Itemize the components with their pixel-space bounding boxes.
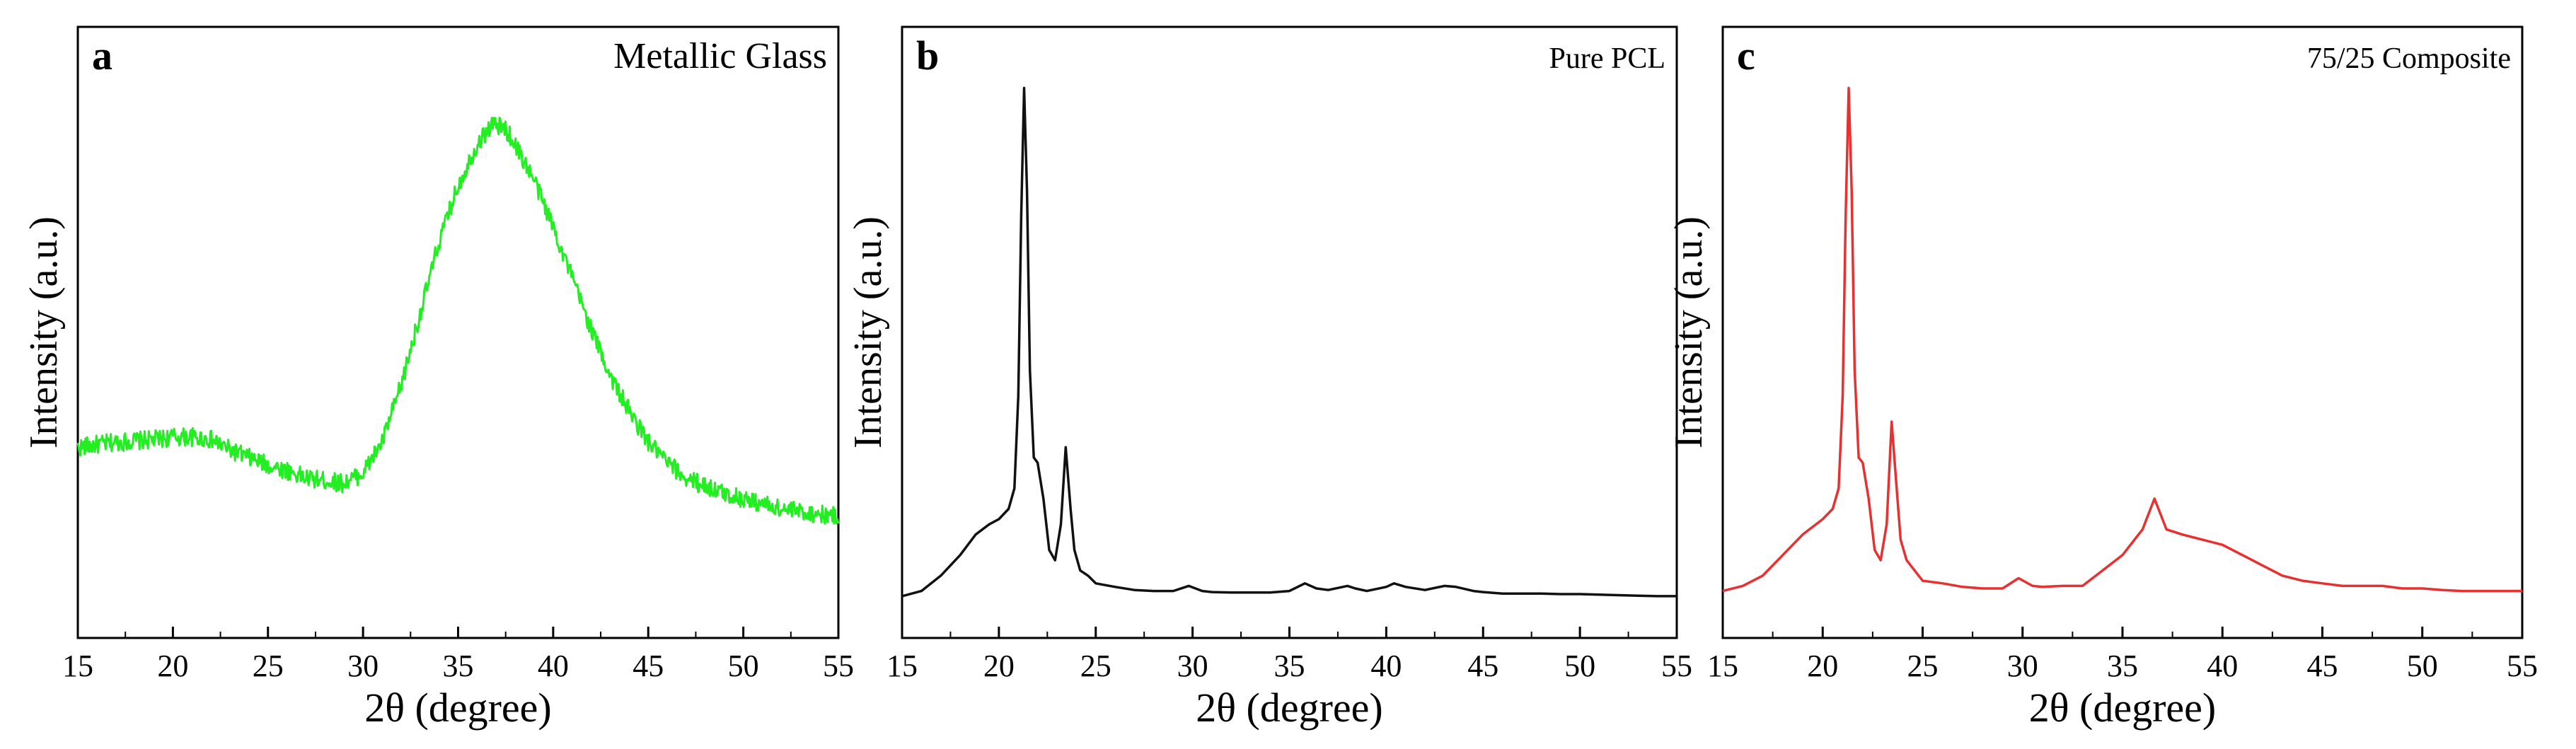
x-axis-label: 2θ (degree) [2029,685,2216,731]
series-line [76,117,840,525]
chart-title: Pure PCL [1549,42,1665,75]
x-tick-label: 25 [1907,649,1939,683]
x-tick-label: 55 [823,649,854,683]
panel-letter: b [916,33,939,79]
y-axis-label: Intensity (a.u.) [1667,216,1711,448]
chart-panel-b: 15 20 25 30 35 40 45 50 55 b Pure PCL 2θ (degree) In… [846,25,1692,731]
x-tick-label: 35 [443,649,474,683]
x-tick-label: 20 [1807,649,1838,683]
x-tick-label: 55 [2507,649,2538,683]
panel-letter: c [1737,33,1755,79]
x-axis-label: 2θ (degree) [1196,685,1382,731]
x-tick-label: 25 [1080,649,1111,683]
series-line [901,86,1677,598]
x-tick-label: 35 [2107,649,2138,683]
x-tick-label: 20 [157,649,188,683]
x-tick-label: 45 [633,649,664,683]
chart-panel-a: 15 20 25 30 35 40 45 50 55 a Metallic Glass 2θ (deg… [22,25,854,731]
x-tick-label: 40 [2207,649,2238,683]
x-tick-label: 55 [1661,649,1692,683]
chart-title: Metallic Glass [613,36,827,76]
x-tick-label: 40 [1370,649,1402,683]
x-tick-label: 15 [62,649,93,683]
x-tick-label: 50 [728,649,759,683]
x-tick-label: 50 [1564,649,1595,683]
x-tick-label: 15 [1707,649,1738,683]
y-axis-label: Intensity (a.u.) [846,216,890,448]
x-tick-label: 40 [538,649,569,683]
x-tick-label: 45 [2307,649,2338,683]
chart-panel-c: 15 20 25 30 35 40 45 50 55 c 75/25 Composite 2θ (de… [1667,25,2538,731]
x-axis-label: 2θ (degree) [364,685,551,731]
x-tick-label: 30 [347,649,379,683]
chart-title: 75/25 Composite [2307,42,2511,75]
x-tick-label: 15 [886,649,918,683]
x-tick-label: 30 [1177,649,1208,683]
panel-letter: a [92,33,112,79]
x-tick-label: 30 [2007,649,2038,683]
x-tick-label: 20 [983,649,1015,683]
x-tick-label: 50 [2407,649,2438,683]
y-axis-label: Intensity (a.u.) [22,216,66,448]
series-line [1722,86,2522,593]
x-tick-label: 35 [1274,649,1305,683]
x-tick-label: 25 [253,649,284,683]
plot-frame [76,25,840,639]
x-tick-label: 45 [1467,649,1498,683]
